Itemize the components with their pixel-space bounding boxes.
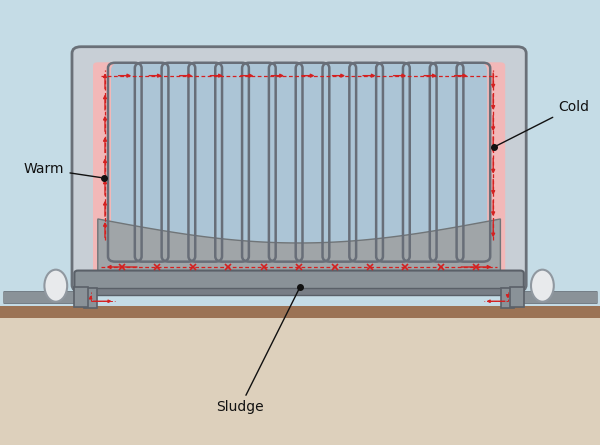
Bar — [0, 306, 600, 318]
FancyBboxPatch shape — [72, 47, 526, 291]
FancyBboxPatch shape — [74, 271, 524, 293]
FancyBboxPatch shape — [111, 62, 487, 251]
Text: Sludge: Sludge — [216, 290, 299, 414]
Ellipse shape — [531, 270, 554, 302]
Text: Cold: Cold — [497, 100, 589, 146]
Text: Warm: Warm — [24, 162, 101, 178]
Bar — [510, 287, 524, 307]
Bar — [84, 288, 97, 308]
Ellipse shape — [44, 270, 67, 302]
Bar — [87, 288, 511, 295]
Bar — [501, 288, 514, 308]
FancyBboxPatch shape — [93, 62, 505, 276]
Polygon shape — [98, 219, 500, 272]
Bar — [74, 287, 88, 307]
Bar — [0, 318, 600, 445]
